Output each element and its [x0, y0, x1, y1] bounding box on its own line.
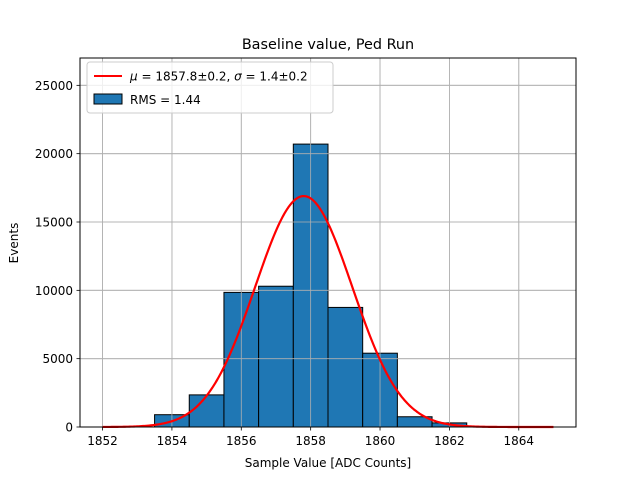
- y-tick-label: 15000: [35, 216, 73, 230]
- x-axis-ticks: 1852 1854 1856 1858 1860 1862 1864: [87, 427, 534, 448]
- x-tick-label: 1860: [365, 434, 396, 448]
- chart-title: Baseline value, Ped Run: [242, 37, 414, 53]
- y-tick-label: 25000: [35, 79, 73, 93]
- x-tick-label: 1858: [295, 434, 326, 448]
- legend: μ = 1857.8±0.2, σ = 1.4±0.2 RMS = 1.44: [86, 61, 334, 114]
- y-tick-label: 5000: [42, 352, 73, 366]
- legend-sigma-symbol: σ: [234, 70, 242, 84]
- histogram-bar: [188, 394, 225, 428]
- legend-fit-label: μ = 1857.8±0.2, σ = 1.4±0.2: [129, 70, 308, 84]
- y-tick-label: 20000: [35, 147, 73, 161]
- legend-bar-swatch: [93, 93, 123, 105]
- legend-box: [86, 61, 334, 114]
- y-tick-label: 0: [65, 421, 73, 435]
- y-axis-label: Events: [7, 223, 21, 264]
- legend-sigma-value: = 1.4±0.2: [242, 70, 308, 84]
- axes-frame: [79, 57, 577, 428]
- x-tick-label: 1852: [87, 434, 118, 448]
- legend-mu-value: = 1857.8±0.2,: [138, 70, 234, 84]
- legend-mu-symbol: μ: [129, 70, 138, 84]
- x-axis-label: Sample Value [ADC Counts]: [245, 456, 411, 470]
- y-axis-ticks: 0 5000 10000 15000 20000 25000: [35, 79, 80, 435]
- histogram-bar: [327, 306, 364, 428]
- y-tick-label: 10000: [35, 284, 73, 298]
- x-tick-label: 1862: [434, 434, 465, 448]
- x-tick-label: 1854: [157, 434, 188, 448]
- x-tick-label: 1864: [503, 434, 534, 448]
- x-tick-label: 1856: [226, 434, 257, 448]
- histogram-bar: [258, 285, 294, 428]
- legend-bar-label: RMS = 1.44: [130, 93, 201, 107]
